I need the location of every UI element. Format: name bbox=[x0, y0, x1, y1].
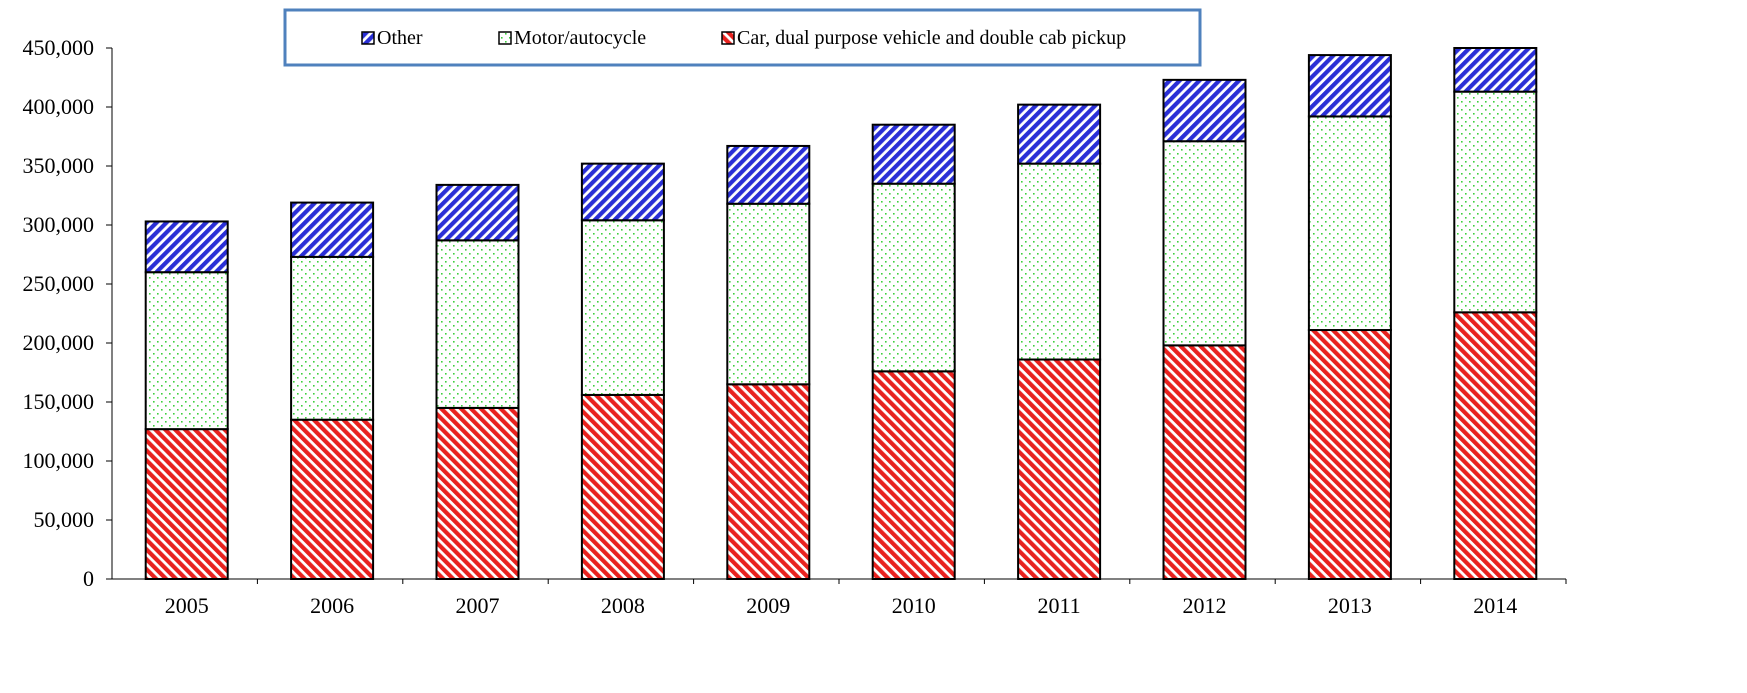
bar-segment-2006-motor bbox=[290, 255, 375, 421]
x-tick-label: 2009 bbox=[746, 593, 790, 618]
legend-swatch bbox=[721, 31, 735, 45]
bar-segment-2013-other bbox=[1307, 54, 1392, 118]
y-tick-label: 150,000 bbox=[23, 389, 95, 414]
x-tick-label: 2012 bbox=[1183, 593, 1227, 618]
bar-segment-2008-car bbox=[580, 393, 665, 581]
bar-segment-2012-other bbox=[1162, 78, 1247, 143]
bar-segment-2009-other bbox=[726, 144, 811, 205]
bar-segment-2014-motor bbox=[1453, 90, 1538, 314]
y-tick-label: 200,000 bbox=[23, 330, 95, 355]
bar-segment-2007-motor bbox=[435, 239, 520, 409]
bar-segment-2010-other bbox=[871, 123, 956, 185]
legend-box bbox=[283, 8, 1202, 67]
y-tick-label: 0 bbox=[83, 566, 94, 591]
x-tick-label: 2014 bbox=[1473, 593, 1517, 618]
bar-segment-2006-other bbox=[290, 201, 375, 258]
bar-segment-2005-motor bbox=[144, 271, 229, 431]
legend-swatch bbox=[361, 31, 375, 45]
bar-segment-2014-car bbox=[1453, 311, 1538, 580]
bar-segment-2006-car bbox=[290, 418, 375, 581]
legend-swatch bbox=[498, 31, 512, 45]
bar-segment-2005-car bbox=[144, 428, 229, 581]
bar-segment-2013-car bbox=[1307, 329, 1392, 580]
y-tick-label: 350,000 bbox=[23, 153, 95, 178]
bar-segment-2009-motor bbox=[726, 202, 811, 386]
x-tick-label: 2010 bbox=[892, 593, 936, 618]
legend-label: Motor/autocycle bbox=[514, 27, 646, 49]
bar-segment-2008-other bbox=[580, 162, 665, 222]
bar-segment-2011-other bbox=[1017, 103, 1102, 165]
bar-segment-2005-other bbox=[144, 220, 229, 274]
x-tick-label: 2006 bbox=[310, 593, 354, 618]
y-tick-label: 100,000 bbox=[23, 448, 95, 473]
bar-segment-2008-motor bbox=[580, 219, 665, 396]
x-tick-label: 2005 bbox=[165, 593, 209, 618]
bar-segment-2011-motor bbox=[1017, 162, 1102, 361]
y-tick-label: 450,000 bbox=[23, 35, 95, 60]
bar-segment-2013-motor bbox=[1307, 115, 1392, 332]
bar-segment-2007-other bbox=[435, 183, 520, 242]
bar-segment-2014-other bbox=[1453, 47, 1538, 93]
bar-segment-2007-car bbox=[435, 406, 520, 580]
x-tick-label: 2008 bbox=[601, 593, 645, 618]
y-tick-label: 50,000 bbox=[34, 507, 95, 532]
x-tick-label: 2007 bbox=[456, 593, 500, 618]
bar-segment-2010-motor bbox=[871, 182, 956, 373]
bar-segment-2010-car bbox=[871, 370, 956, 580]
legend-label: Car, dual purpose vehicle and double cab… bbox=[737, 27, 1126, 49]
x-tick-label: 2013 bbox=[1328, 593, 1372, 618]
axes: 2005 2006 2007 2008 2009 2010 2011 2012 2013 2014… bbox=[23, 35, 1567, 618]
legend: Other Motor/autocycle Car, dual purpose ve… bbox=[283, 8, 1202, 67]
bar-segment-2012-motor bbox=[1162, 140, 1247, 347]
legend-label: Other bbox=[377, 27, 423, 49]
plot-area bbox=[144, 47, 1538, 581]
bar-segment-2011-car bbox=[1017, 358, 1102, 580]
y-tick-label: 300,000 bbox=[23, 212, 95, 237]
y-tick-label: 400,000 bbox=[23, 94, 95, 119]
y-tick-label: 250,000 bbox=[23, 271, 95, 296]
x-tick-label: 2011 bbox=[1038, 593, 1081, 618]
bar-segment-2009-car bbox=[726, 383, 811, 580]
bar-segment-2012-car bbox=[1162, 344, 1247, 580]
